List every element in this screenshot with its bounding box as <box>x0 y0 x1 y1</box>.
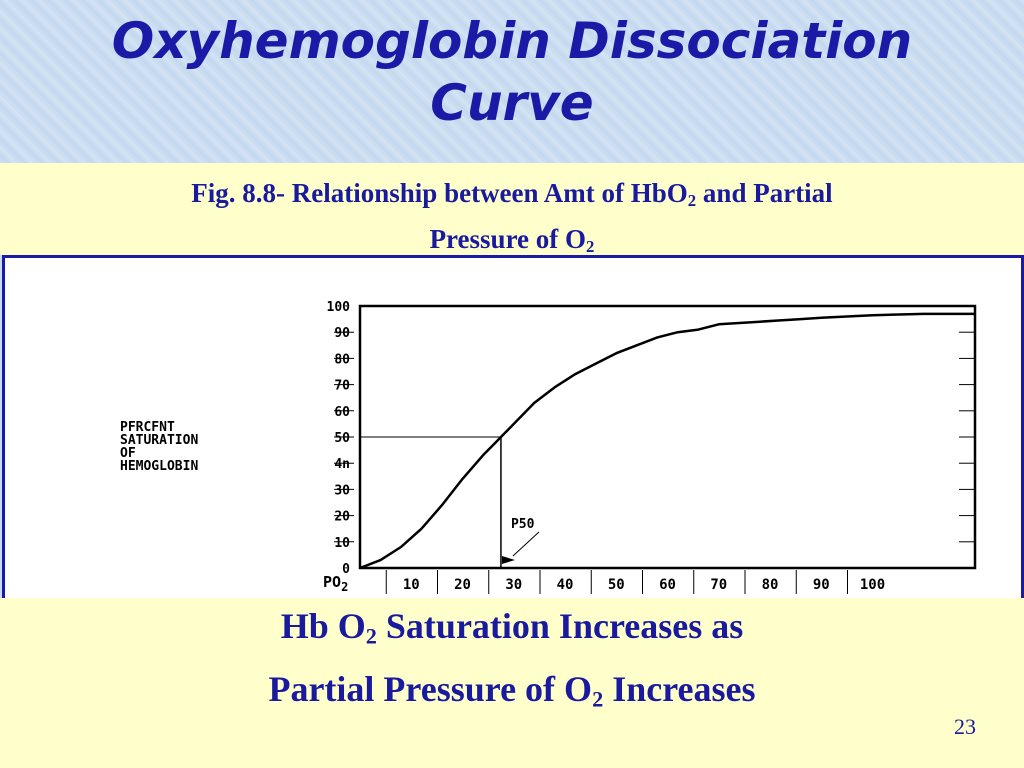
y-tick-label: 10 <box>334 536 350 551</box>
x-axis-label-sub: 2 <box>341 580 348 594</box>
y-tick-label: 80 <box>334 352 350 367</box>
summary-line-1a: Hb O <box>280 606 366 646</box>
slide-number: 23 <box>954 714 976 739</box>
y-axis-label-line: SATURATION <box>120 433 198 448</box>
x-tick-label: 30 <box>505 577 522 593</box>
y-tick-label: 0 <box>342 562 350 577</box>
y-axis-label-line: HEMOGLOBIN <box>120 459 198 474</box>
y-tick-label: 70 <box>334 379 350 394</box>
p50-label: P50 <box>511 517 535 532</box>
caption-band <box>0 163 1024 255</box>
x-tick-label: 90 <box>813 577 830 593</box>
axis-ticks: 0 10 20 30 4n 50 60 70 80 90 100 10 20 30 40 50 60 70 80 90… <box>327 300 975 594</box>
x-tick-label: 80 <box>762 577 779 593</box>
title-band <box>0 0 1024 163</box>
p50-pointer-arrow <box>501 556 515 564</box>
x-axis-label-text: PO <box>323 573 341 591</box>
y-tick-label: 30 <box>334 483 350 498</box>
summary-line-2b: Increases <box>603 668 756 709</box>
figure-caption: Fig. 8.8- Relationship between Amt of Hb… <box>60 174 964 266</box>
summary-line-2a: Partial Pressure of O <box>268 668 593 709</box>
x-tick-label: 50 <box>608 577 625 593</box>
y-tick-label: 50 <box>334 431 350 446</box>
x-tick-label: 70 <box>710 577 727 593</box>
footer-band <box>0 598 1024 768</box>
p50-pointer-line <box>512 531 540 557</box>
y-tick-label: 4n <box>334 457 350 472</box>
slide-title: Oxyhemoglobin Dissociation Curve <box>0 10 1024 134</box>
y-tick-label: 20 <box>334 510 350 525</box>
x-axis-label: PO2 <box>323 573 348 594</box>
caption-sub-2: 2 <box>586 237 595 257</box>
x-tick-label: 10 <box>403 577 420 593</box>
y-axis-label: PFRCFNT SATURATION OF HEMOGLOBIN <box>120 420 198 474</box>
x-tick-label: 40 <box>557 577 574 593</box>
title-line-2: Curve <box>430 74 594 132</box>
summary-text: Hb O2 Saturation Increases as Partial Pr… <box>0 600 1024 725</box>
summary-sub-1: 2 <box>365 623 377 649</box>
chart-frame: PFRCFNT SATURATION OF HEMOGLOBIN 0 10 20 30… <box>2 255 1024 601</box>
y-axis-label-line: PFRCFNT <box>120 420 175 435</box>
summary-sub-2: 2 <box>592 686 604 712</box>
title-line-1: Oxyhemoglobin Dissociation <box>111 12 913 70</box>
dissociation-chart: PFRCFNT SATURATION OF HEMOGLOBIN 0 10 20 30… <box>120 300 977 594</box>
y-tick-label: 100 <box>327 300 351 315</box>
caption-middle: and Partial <box>696 178 833 208</box>
caption-line-2: Pressure of O <box>429 224 587 255</box>
summary-line-1b: Saturation Increases as <box>376 606 744 646</box>
y-tick-label: 60 <box>334 405 350 420</box>
saturation-curve <box>359 312 975 570</box>
x-tick-label: 60 <box>659 577 676 593</box>
x-tick-label: 100 <box>860 577 885 593</box>
x-tick-label: 20 <box>454 577 471 593</box>
caption-prefix: Fig. 8.8- Relationship between Amt of Hb… <box>191 178 688 208</box>
plot-area: P50 <box>358 304 977 570</box>
caption-sub-1: 2 <box>687 191 697 211</box>
y-tick-label: 90 <box>334 326 350 341</box>
y-axis-label-line: OF <box>120 446 136 461</box>
